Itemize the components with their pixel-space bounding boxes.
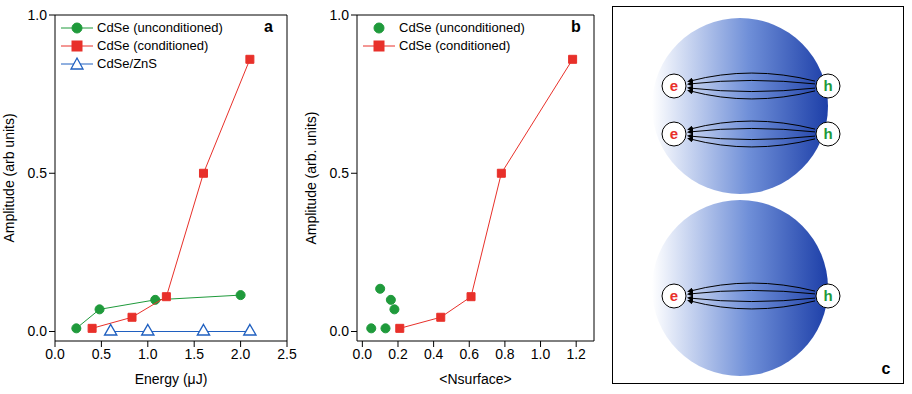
- html-text:a: a: [264, 18, 273, 35]
- svg-text:h: h: [823, 77, 832, 94]
- html-text:b: b: [571, 18, 581, 35]
- svg-text:0.0: 0.0: [45, 346, 65, 362]
- svg-text:1.5: 1.5: [184, 346, 204, 362]
- svg-text:1.0: 1.0: [138, 346, 158, 362]
- svg-text:0.5: 0.5: [330, 165, 350, 181]
- svg-text:0.0: 0.0: [28, 323, 48, 339]
- svg-text:Amplitude (arb units): Amplitude (arb units): [1, 113, 17, 242]
- svg-text:e: e: [670, 77, 678, 94]
- html-text:CdSe/ZnS: CdSe/ZnS: [97, 56, 157, 72]
- html-text:CdSe (conditioned): CdSe (conditioned): [97, 38, 209, 54]
- svg-text:2.5: 2.5: [277, 346, 297, 362]
- html-text:CdSe (unconditioned): CdSe (unconditioned): [399, 20, 525, 36]
- svg-text:e: e: [670, 287, 678, 304]
- svg-text:0.2: 0.2: [388, 346, 408, 362]
- svg-text:<Nsurface>: <Nsurface>: [439, 371, 511, 387]
- svg-text:0.8: 0.8: [495, 346, 515, 362]
- svg-text:e: e: [670, 125, 678, 142]
- svg-text:h: h: [823, 287, 832, 304]
- svg-text:0.5: 0.5: [28, 165, 48, 181]
- svg-text:0.4: 0.4: [424, 346, 444, 362]
- svg-text:Energy (μJ): Energy (μJ): [135, 371, 208, 387]
- svg-text:1.0: 1.0: [28, 7, 48, 23]
- svg-text:2.0: 2.0: [231, 346, 251, 362]
- svg-text:0.0: 0.0: [353, 346, 373, 362]
- svg-text:1.0: 1.0: [330, 7, 350, 23]
- html-text:CdSe (conditioned): CdSe (conditioned): [399, 38, 511, 54]
- svg-text:c: c: [882, 360, 891, 377]
- svg-text:0.5: 0.5: [92, 346, 112, 362]
- svg-text:0.0: 0.0: [330, 323, 350, 339]
- svg-text:0.6: 0.6: [460, 346, 480, 362]
- svg-text:h: h: [823, 125, 832, 142]
- html-text:CdSe (unconditioned): CdSe (unconditioned): [97, 20, 223, 36]
- svg-text:1.0: 1.0: [531, 346, 551, 362]
- svg-text:1.2: 1.2: [566, 346, 586, 362]
- svg-text:Amplitude (arb. units): Amplitude (arb. units): [303, 111, 319, 244]
